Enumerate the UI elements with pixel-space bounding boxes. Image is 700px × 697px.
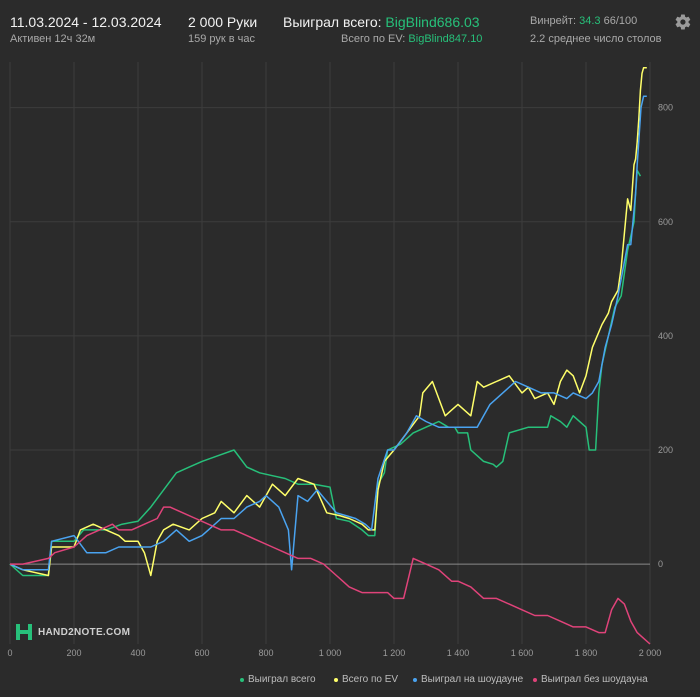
chart-grid [9, 62, 651, 644]
series-line [10, 506, 651, 645]
legend-item-showdown[interactable]: Выиграл на шоудауне [413, 674, 523, 685]
hands-count: 2 000 Руки [188, 14, 258, 30]
ev-total: Всего по EV: BigBlind847.10 [341, 33, 482, 45]
winnings-chart: 0 200 400 600 800 0 200 400 600 800 1 000 1 200 1 4… [7, 62, 673, 658]
legend-label: Выиграл без шоудауна [541, 674, 648, 685]
hand2note-logo-icon [16, 624, 32, 640]
y-tick-label: 800 [658, 103, 673, 113]
x-tick-label: 2 000 [639, 648, 662, 658]
series-lines [9, 66, 651, 645]
x-tick-label: 200 [66, 648, 81, 658]
x-tick-label: 1 000 [319, 648, 342, 658]
winrate-value: 34.3 [579, 15, 601, 27]
won-total-label: Выиграл всего: [283, 14, 382, 30]
x-tick-label: 1 400 [447, 648, 470, 658]
ev-total-label: Всего по EV: [341, 33, 406, 45]
ev-total-value: BigBlind847.10 [408, 33, 483, 45]
hands-per-hour: 159 рук в час [188, 33, 256, 45]
watermark: HAND2NOTE.COM [16, 624, 130, 640]
y-tick-label: 0 [658, 559, 663, 569]
legend-marker [334, 677, 338, 682]
x-tick-label: 0 [7, 648, 12, 658]
legend-marker [533, 677, 537, 682]
legend-label: Выиграл всего [248, 674, 316, 685]
legend-label: Выиграл на шоудауне [421, 674, 524, 685]
legend-item-won-total[interactable]: Выиграл всего [240, 674, 316, 685]
winrate-label: Винрейт: [530, 15, 577, 27]
legend-label: Всего по EV [342, 674, 399, 685]
y-tick-label: 200 [658, 445, 673, 455]
y-axis-ticks: 0 200 400 600 800 [658, 103, 673, 569]
chart-legend: Выиграл всего Всего по EV Выиграл на шоу… [0, 674, 700, 688]
winrate: Винрейт: 34.3 66/100 [530, 15, 637, 27]
x-tick-label: 600 [194, 648, 209, 658]
series-line [9, 66, 647, 577]
x-tick-label: 400 [130, 648, 145, 658]
y-tick-label: 600 [658, 217, 673, 227]
x-tick-label: 1 800 [575, 648, 598, 658]
x-tick-label: 800 [258, 648, 273, 658]
y-tick-label: 400 [658, 331, 673, 341]
won-total: Выиграл всего: BigBlind686.03 [283, 14, 480, 30]
series-line [9, 95, 647, 571]
winrate-unit: 66/100 [603, 15, 638, 27]
watermark-text: HAND2NOTE.COM [38, 626, 131, 638]
legend-marker [413, 677, 417, 682]
series-line [9, 169, 642, 577]
avg-tables: 2.2 среднее число столов [530, 33, 662, 45]
date-range: 11.03.2024 - 12.03.2024 [10, 14, 162, 30]
x-axis-ticks: 0 200 400 600 800 1 000 1 200 1 400 1 600 1 800 2 … [7, 648, 661, 658]
x-tick-label: 1 600 [511, 648, 534, 658]
legend-item-ev-total[interactable]: Всего по EV [334, 674, 398, 685]
won-total-value: BigBlind686.03 [385, 14, 480, 30]
gear-icon[interactable] [674, 13, 692, 31]
legend-marker [240, 677, 244, 682]
x-tick-label: 1 200 [383, 648, 406, 658]
legend-item-non-showdown[interactable]: Выиграл без шоудауна [533, 674, 648, 685]
active-time: Активен 12ч 32м [10, 33, 96, 45]
stats-header: 11.03.2024 - 12.03.2024 Активен 12ч 32м … [0, 0, 700, 52]
